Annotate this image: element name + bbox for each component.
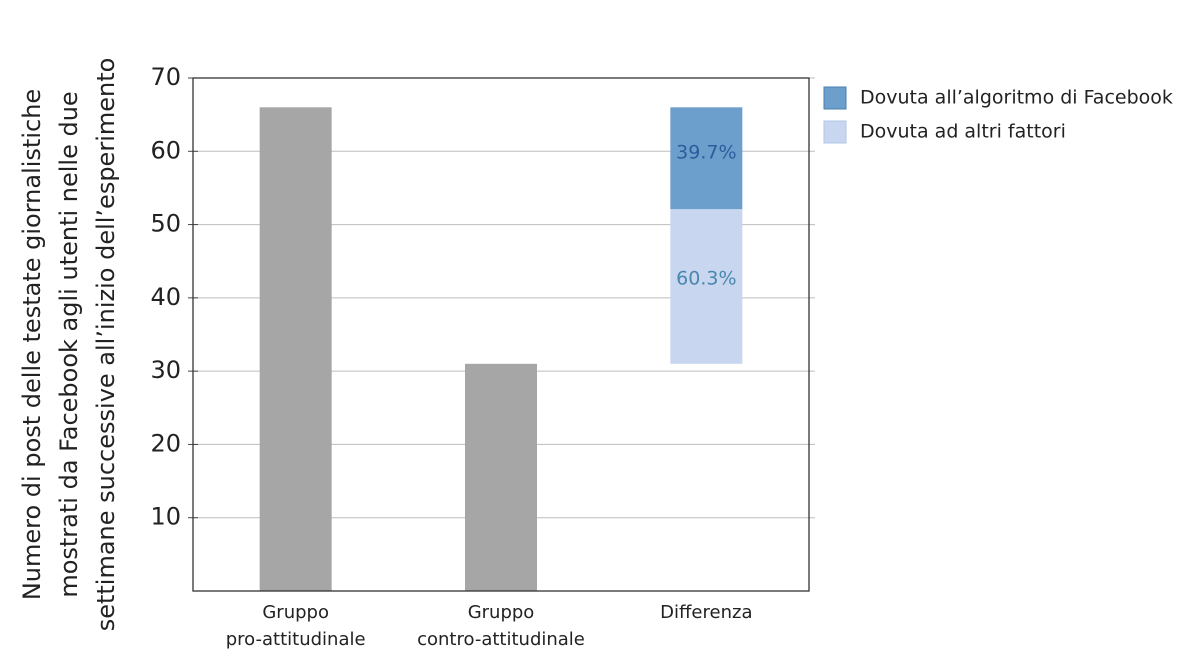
y-tick-label: 50 xyxy=(150,210,181,238)
y-axis-label-line: settimane successive all’inizio dell’esp… xyxy=(92,58,120,632)
bar-segment xyxy=(670,107,743,210)
bar-segment xyxy=(670,209,743,364)
y-tick-label: 60 xyxy=(150,136,181,164)
bar xyxy=(465,363,537,591)
bar xyxy=(259,107,332,592)
x-tick-label: Differenza xyxy=(660,602,752,623)
x-tick-label-line: pro-attitudinale xyxy=(226,629,366,650)
legend-label: Dovuta ad altri fattori xyxy=(860,121,1066,143)
x-tick-label-line: Gruppo xyxy=(468,602,535,623)
y-tick-label: 70 xyxy=(150,63,181,91)
y-tick-label: 40 xyxy=(150,283,181,311)
plot-frame xyxy=(192,77,810,592)
y-axis-label: Numero di post delle testate giornalisti… xyxy=(18,58,120,632)
x-tick-label: Gruppo pro-attitudinale xyxy=(226,602,366,650)
x-tick-label: Gruppo contro-attitudinale xyxy=(417,602,585,650)
legend-swatch xyxy=(823,120,847,144)
y-tick-label: 10 xyxy=(150,503,181,531)
legend-swatch xyxy=(823,86,847,110)
y-tick-label: 30 xyxy=(150,356,181,384)
x-tick-label-line: contro-attitudinale xyxy=(417,629,585,650)
y-tick-label: 20 xyxy=(150,429,181,457)
x-tick-label-line: Gruppo xyxy=(262,602,329,623)
y-axis-label-line: Numero di post delle testate giornalisti… xyxy=(18,89,46,600)
segment-label: 39.7% xyxy=(676,142,736,164)
segment-label: 60.3% xyxy=(676,267,736,289)
y-axis-label-line: mostrati da Facebook agli utenti nelle d… xyxy=(55,91,83,597)
x-tick-label-line: Differenza xyxy=(660,602,752,623)
legend-label: Dovuta all’algoritmo di Facebook xyxy=(860,87,1173,109)
